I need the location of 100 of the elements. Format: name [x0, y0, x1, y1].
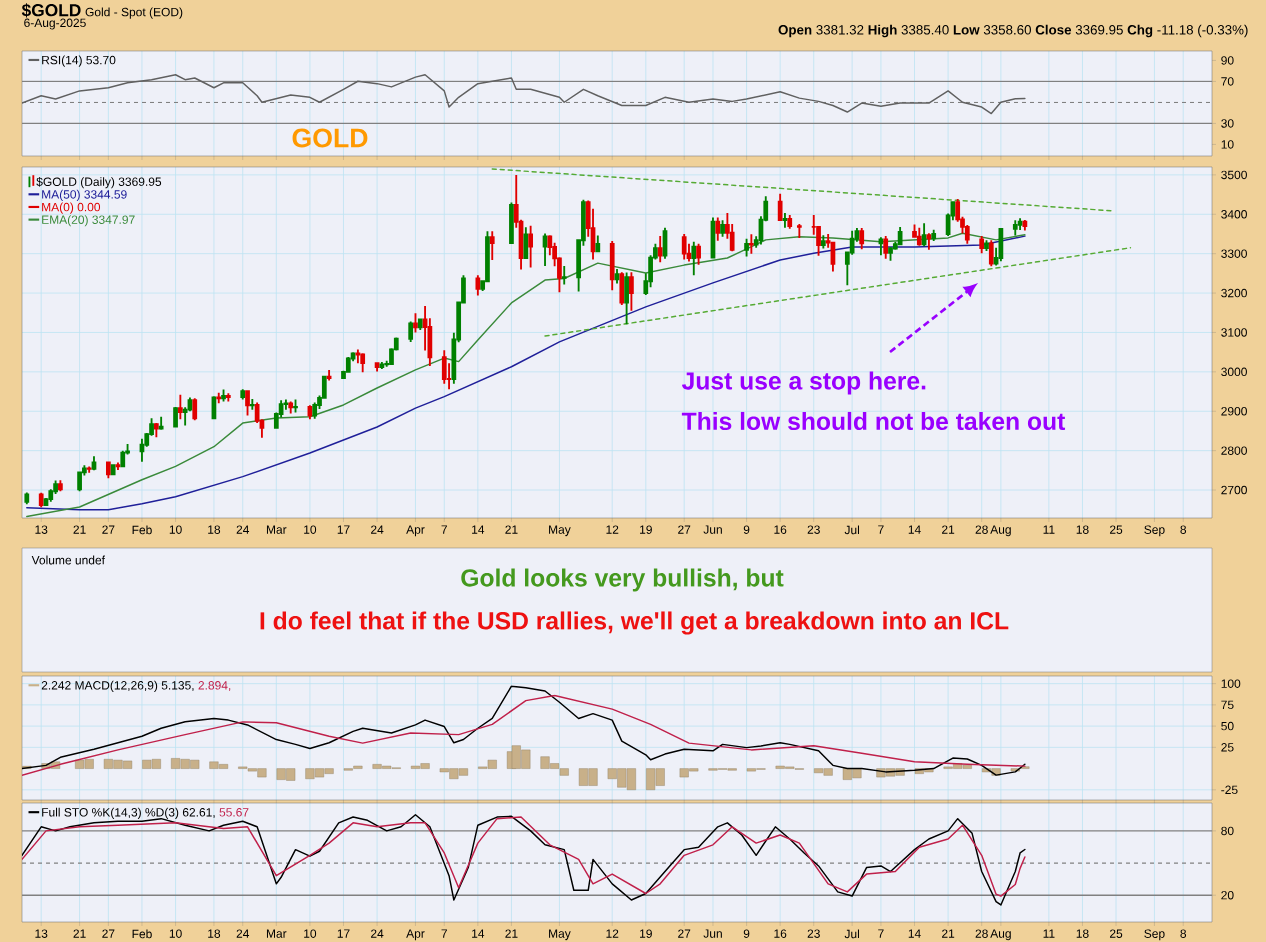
y-tick-label: 20	[1221, 890, 1234, 900]
x-tick-label: Jul	[844, 929, 859, 939]
x-tick-label: 21	[942, 929, 955, 938]
x-tick-label: May	[549, 929, 571, 941]
candlestick	[743, 237, 750, 258]
candlestick	[782, 212, 788, 229]
x-tick-label: Mar	[266, 525, 287, 534]
candlestick	[407, 320, 414, 343]
y-tick-label: 3100	[1221, 328, 1247, 337]
x-tick-label: 10	[304, 929, 317, 938]
x-tick-label: 10	[304, 525, 317, 534]
candlestick	[609, 240, 616, 292]
candlestick	[244, 389, 251, 417]
y-tick-label: 50	[1221, 721, 1234, 731]
candlestick	[695, 242, 702, 266]
x-tick-label: 8	[1180, 929, 1187, 938]
x-tick-label: 21	[73, 929, 86, 938]
candlestick	[172, 405, 179, 428]
y-tick-label: 3200	[1221, 288, 1247, 298]
y-tick-label: 3400	[1221, 210, 1247, 219]
y-tick-label: 70	[1221, 77, 1234, 86]
candlestick	[86, 465, 93, 474]
x-tick-label: 16	[774, 525, 787, 534]
y-tick-label: 30	[1221, 119, 1234, 128]
candlestick	[930, 228, 937, 242]
candlestick	[139, 437, 145, 463]
candlestick	[542, 232, 548, 267]
x-tick-label: 14	[908, 525, 921, 534]
candlestick	[719, 219, 726, 238]
chart-subtitle: Gold - Spot (EOD)	[85, 7, 183, 19]
candlestick	[561, 264, 568, 286]
x-tick-label: 27	[678, 929, 691, 938]
x-tick-label: 17	[337, 929, 350, 938]
x-tick-label: 7	[441, 525, 447, 534]
x-tick-label: 18	[208, 525, 221, 534]
x-tick-label: 23	[807, 525, 820, 534]
x-tick-label: 13	[35, 929, 48, 938]
text: Open 3381.32 High 3385.40 Low 3358.60 Close 3369.95 Chg -11.18 (-0.33%)	[778, 24, 1248, 38]
candlestick	[925, 232, 932, 251]
x-tick-label: 11	[1043, 525, 1055, 534]
candlestick	[681, 233, 688, 261]
x-tick-label: 28	[975, 525, 988, 534]
x-tick-label: 21	[942, 525, 955, 534]
y-tick-label: 10	[1221, 140, 1234, 149]
candlestick	[614, 268, 620, 285]
candlestick	[594, 234, 601, 253]
x-tick-label: 23	[807, 929, 820, 938]
x-tick-label: 14	[472, 525, 485, 534]
x-tick-label: 21	[73, 525, 86, 534]
candlestick	[522, 226, 529, 260]
x-tick-label: 12	[606, 929, 619, 938]
x-tick-label: 9	[743, 525, 750, 534]
x-tick-label: Jun	[703, 525, 722, 534]
candlestick	[786, 214, 793, 230]
x-tick-label: 11	[1043, 929, 1055, 938]
x-tick-label: Apr	[406, 929, 425, 941]
x-tick-label: Aug	[990, 525, 1011, 537]
candlestick	[249, 398, 256, 411]
x-tick-label: 28	[975, 929, 988, 938]
candlestick	[988, 239, 995, 268]
candlestick	[882, 235, 889, 260]
candlestick	[623, 271, 630, 326]
legend-label: MA(50) 3344.59	[42, 189, 127, 202]
candlestick	[777, 192, 784, 222]
text: 2.894,	[198, 681, 231, 692]
x-tick-label: 27	[678, 525, 691, 534]
x-tick-label: Jun	[703, 929, 722, 938]
chart-title: $GOLD	[21, 3, 81, 18]
candlestick	[748, 233, 755, 255]
x-tick-label: 21	[505, 525, 518, 534]
candlestick	[359, 352, 366, 374]
x-tick-label: Jul	[844, 525, 859, 535]
x-tick-label: 18	[208, 929, 221, 938]
x-tick-label: 19	[640, 525, 652, 534]
candlestick	[225, 392, 232, 403]
y-tick-label: 2700	[1221, 485, 1247, 495]
candlestick	[239, 388, 246, 401]
x-tick-label: 10	[169, 525, 182, 534]
y-tick-label: 25	[1221, 743, 1234, 752]
legend-label: 2.242	[41, 681, 71, 690]
candlestick	[23, 491, 30, 506]
candlestick	[983, 239, 990, 252]
x-tick-label: 7	[878, 525, 884, 534]
candlestick	[215, 391, 222, 405]
text: 6-Aug-2025	[24, 18, 86, 30]
x-tick-label: 24	[371, 929, 384, 938]
text: I do feel that if the USD rallies, we'll get a breakdown into an ICL	[260, 611, 1009, 635]
candlestick	[657, 235, 664, 264]
candlestick	[978, 235, 985, 255]
legend-label: MA(0) 0.00	[42, 202, 101, 214]
y-tick-label: 3300	[1221, 249, 1247, 258]
annotation: This low should not be taken out	[681, 411, 1066, 431]
legend-label: $GOLD (Daily) 3369.95	[36, 176, 162, 189]
candlestick	[57, 479, 64, 493]
x-tick-label: 19	[640, 929, 652, 938]
y-tick-label: 3500	[1221, 170, 1247, 180]
candlestick	[527, 224, 534, 269]
x-tick-label: 16	[774, 929, 787, 938]
candlestick	[618, 271, 625, 306]
candlestick	[820, 234, 827, 250]
